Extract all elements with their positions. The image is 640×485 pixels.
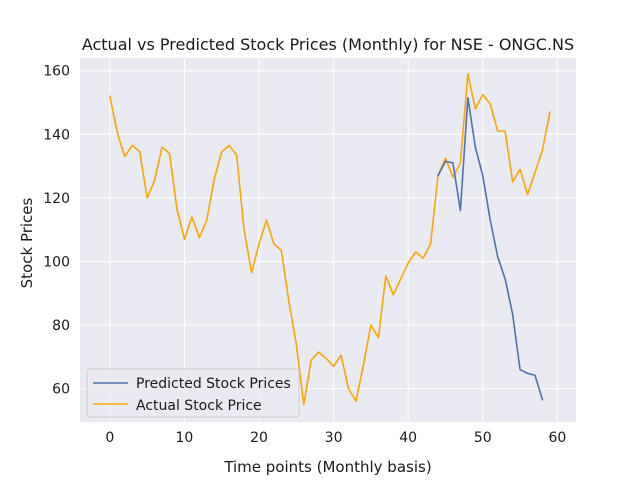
- y-tick-label: 160: [43, 64, 70, 80]
- legend-label-predicted: Predicted Stock Prices: [136, 376, 291, 392]
- series-layer: [109, 73, 551, 406]
- y-tick-label: 140: [43, 127, 70, 143]
- x-tick-label: 60: [548, 430, 566, 446]
- y-axis-ticks: 60 80 100 120 140 160: [43, 64, 70, 398]
- x-axis-ticks: 0 10 20 30 40 50 60: [105, 430, 566, 446]
- x-tick-label: 10: [176, 430, 194, 446]
- y-tick-label: 60: [52, 382, 70, 398]
- x-axis-label: Time points (Monthly basis): [223, 458, 431, 476]
- x-tick-label: 40: [399, 430, 417, 446]
- legend-box: [86, 368, 300, 418]
- x-tick-label: 20: [250, 430, 268, 446]
- x-tick-label: 30: [325, 430, 343, 446]
- x-tick-label: 50: [474, 430, 492, 446]
- y-tick-label: 120: [43, 191, 70, 207]
- y-tick-label: 100: [43, 254, 70, 270]
- series-line-predicted: [437, 96, 544, 401]
- series-line-actual: [109, 73, 551, 406]
- chart-title: Actual vs Predicted Stock Prices (Monthl…: [82, 35, 574, 54]
- y-tick-label: 80: [52, 318, 70, 334]
- legend-label-actual: Actual Stock Price: [136, 398, 262, 414]
- legend: Predicted Stock Prices Actual Stock Pric…: [86, 368, 300, 418]
- plot-area: [80, 58, 576, 422]
- y-axis-label: Stock Prices: [18, 197, 36, 288]
- x-tick-label: 0: [105, 430, 114, 446]
